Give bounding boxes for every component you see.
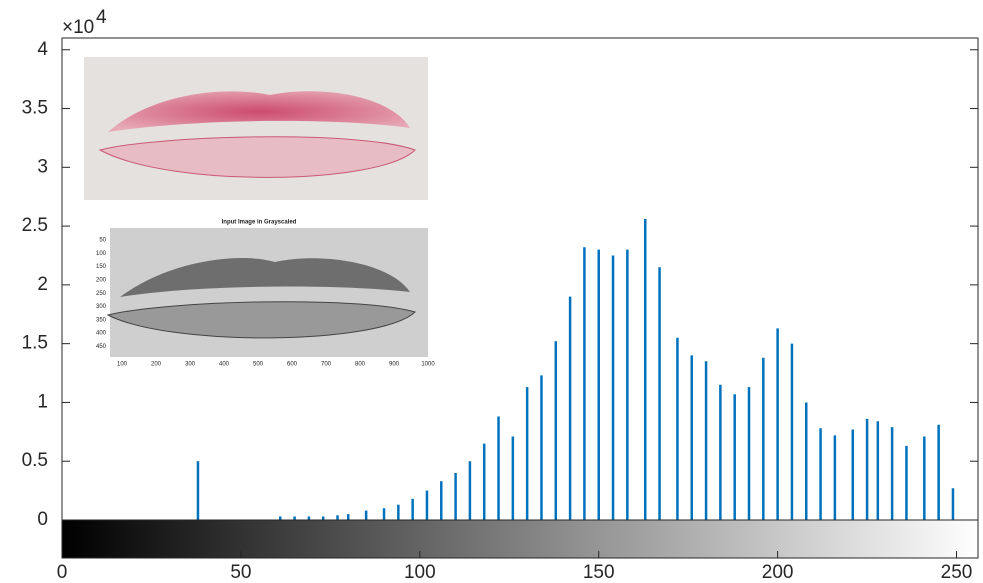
inset-y-tick-label: 450 bbox=[96, 344, 107, 350]
lower-lip bbox=[98, 136, 416, 178]
y-tick-label: 4 bbox=[37, 39, 48, 60]
y-tick-label: 1.5 bbox=[22, 333, 48, 354]
colorbar bbox=[61, 519, 979, 559]
y-tick-label: 2 bbox=[37, 274, 48, 295]
inset-x-tick-label: 500 bbox=[253, 362, 264, 368]
inset-y-tick-label: 100 bbox=[96, 251, 107, 257]
inset-y-tick-label: 250 bbox=[96, 291, 107, 297]
inset-y-tick-label: 150 bbox=[96, 264, 107, 270]
inset-title: Input Image in Grayscaled bbox=[222, 220, 297, 226]
upper-lip bbox=[108, 91, 410, 132]
inset-x-tick-label: 600 bbox=[287, 362, 298, 368]
inset-y-tick-label: 400 bbox=[96, 331, 107, 337]
inset-y-tick-label: 300 bbox=[96, 304, 107, 310]
x-tick-label: 50 bbox=[230, 562, 251, 583]
inset-x-tick-label: 800 bbox=[355, 362, 366, 368]
inset-x-tick-label: 300 bbox=[185, 362, 196, 368]
y-exponent-base: ×10 bbox=[62, 17, 94, 38]
x-tick-label: 0 bbox=[57, 562, 68, 583]
inset-y-tick-label: 50 bbox=[99, 238, 106, 244]
y-tick-label: 0 bbox=[37, 509, 48, 530]
y-tick-label: 0.5 bbox=[22, 450, 48, 471]
gray-lower-lip bbox=[106, 301, 416, 339]
color-image bbox=[84, 57, 428, 200]
inset-y-tick-label: 350 bbox=[96, 317, 107, 323]
x-tick-label: 100 bbox=[404, 562, 436, 583]
inset-x-tick-label: 200 bbox=[151, 362, 162, 368]
x-tick-label: 150 bbox=[583, 562, 615, 583]
inset-images: Input Image in Grayscaled 50 100 150 200 250… bbox=[84, 57, 435, 368]
x-tick-label: 200 bbox=[762, 562, 794, 583]
inset-y-tick-label: 200 bbox=[96, 277, 107, 283]
inset-x-tick-label: 700 bbox=[321, 362, 332, 368]
inset-x-tick-label: 100 bbox=[117, 362, 128, 368]
y-tick-label: 3 bbox=[37, 156, 48, 177]
inset-x-tick-label: 400 bbox=[219, 362, 230, 368]
y-tick-label: 3.5 bbox=[22, 98, 48, 119]
y-tick-label: 1 bbox=[37, 391, 48, 412]
y-tick-label: 2.5 bbox=[22, 215, 48, 236]
inset-x-tick-label: 900 bbox=[389, 362, 400, 368]
x-tick-label: 250 bbox=[941, 562, 973, 583]
y-exponent-power: 4 bbox=[96, 7, 107, 28]
gray-upper-lip bbox=[120, 258, 410, 297]
inset-x-tick-label: 1000 bbox=[421, 362, 435, 368]
